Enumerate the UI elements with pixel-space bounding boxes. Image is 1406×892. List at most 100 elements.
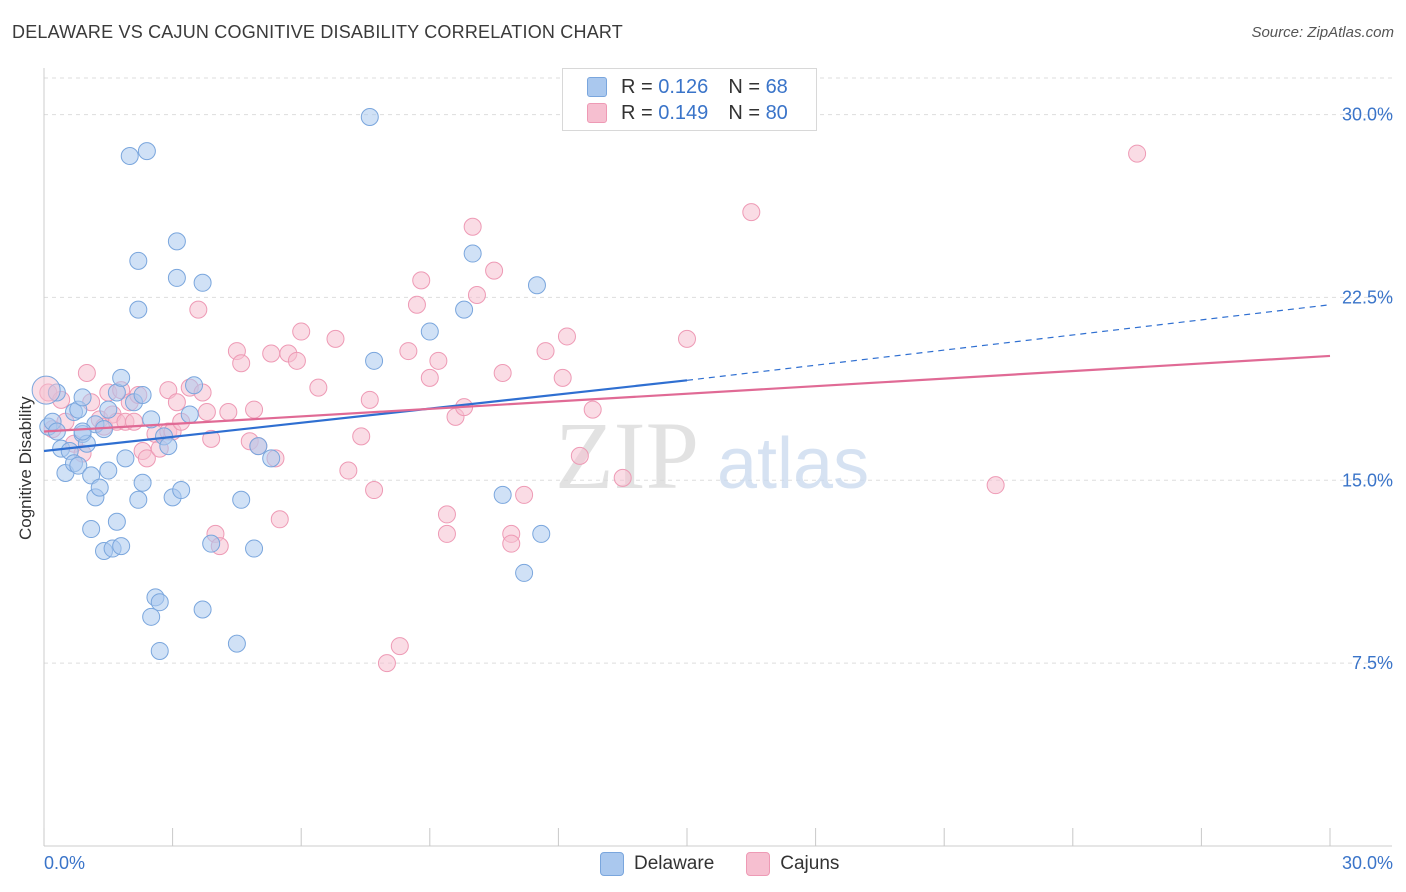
cajuns-point [399, 342, 418, 361]
x-tick-label: 30.0% [1342, 853, 1393, 873]
cajuns-point [437, 524, 456, 543]
delaware-point [142, 410, 161, 429]
cajuns-point [412, 271, 431, 290]
delaware-point [112, 537, 131, 556]
y-tick-label: 22.5% [1342, 287, 1393, 307]
delaware-point [365, 351, 384, 370]
delaware-point [73, 422, 92, 441]
delaware-swatch [587, 77, 607, 97]
cajuns-point [262, 344, 281, 363]
cajuns-point [219, 403, 238, 422]
cajuns-r-value: 0.149 [658, 101, 709, 124]
delaware-point [180, 405, 199, 424]
cajuns-point [77, 364, 96, 383]
cajuns-n-value: 80 [765, 101, 788, 124]
cajuns-point [125, 412, 144, 431]
legend-item-delaware: Delaware [600, 852, 714, 876]
delaware-n-label: N = [728, 75, 760, 98]
cajuns-trend-line [43, 354, 1331, 433]
cajuns-point [352, 427, 371, 446]
cajuns-point [390, 637, 409, 656]
delaware-point [129, 300, 148, 319]
cajuns-point [536, 342, 555, 361]
cajuns-point [515, 485, 534, 504]
delaware-point [69, 456, 88, 475]
cajuns-point [159, 381, 178, 400]
delaware-point [150, 641, 169, 660]
cajuns-point [437, 505, 456, 524]
cajuns-point [360, 390, 379, 409]
source-label: Source: ZipAtlas.com [1251, 24, 1394, 41]
cajuns-point [197, 403, 216, 422]
cajuns-point [463, 217, 482, 236]
delaware-point [150, 593, 169, 612]
delaware-point [137, 142, 156, 161]
delaware-r-value: 0.126 [658, 75, 709, 98]
delaware-point [73, 388, 92, 407]
delaware-point [463, 244, 482, 263]
delaware-point [202, 534, 221, 553]
delaware-point [527, 276, 546, 295]
cajuns-point [377, 654, 396, 673]
correlation-legend: R = 0.126 N = 68 R = 0.149 N = 80 [562, 68, 817, 131]
cajuns-point [678, 329, 696, 348]
delaware-point [142, 607, 161, 626]
cajuns-point [326, 329, 345, 348]
watermark-atlas: atlas [717, 424, 869, 504]
delaware-point [90, 478, 109, 497]
cajuns-point [1128, 144, 1147, 163]
delaware-points [31, 108, 551, 660]
delaware-point [193, 600, 212, 619]
cajuns-points [39, 144, 1147, 673]
cajuns-r-label: R = [621, 101, 653, 124]
cajuns-point [485, 261, 504, 280]
axes [43, 68, 1392, 847]
delaware-point [420, 322, 439, 341]
trend-lines [43, 304, 1331, 453]
delaware-point [129, 490, 148, 509]
legend-row-delaware: R = 0.126 N = 68 [587, 75, 788, 99]
delaware-legend-swatch [600, 852, 624, 876]
cajuns-point [202, 429, 221, 448]
delaware-point [185, 376, 204, 395]
series-legend: Delaware Cajuns [600, 852, 871, 876]
delaware-point [120, 147, 139, 166]
delaware-point [107, 512, 126, 531]
cajuns-point [189, 300, 208, 319]
cajuns-swatch [587, 103, 607, 123]
cajuns-point [583, 400, 602, 419]
tick-labels: 7.5% 15.0% 22.5% 30.0% 0.0% 30.0% [44, 105, 1393, 873]
delaware-point [262, 449, 281, 468]
cajuns-point [309, 378, 328, 397]
legend-row-cajuns: R = 0.149 N = 80 [587, 101, 788, 125]
delaware-point [82, 520, 101, 539]
delaware-trend-extension [686, 304, 1331, 381]
cajuns-legend-swatch [746, 852, 771, 876]
cajuns-point [429, 351, 448, 370]
delaware-point [232, 490, 251, 509]
y-tick-label: 30.0% [1342, 105, 1393, 125]
cajuns-point [292, 322, 311, 341]
cajuns-point [167, 393, 186, 412]
delaware-legend-label: Delaware [634, 853, 715, 874]
delaware-point [360, 108, 379, 127]
delaware-point [112, 368, 131, 387]
delaware-point [172, 481, 191, 500]
cajuns-legend-label: Cajuns [780, 853, 840, 874]
delaware-point [227, 634, 246, 653]
chart-title: DELAWARE VS CAJUN COGNITIVE DISABILITY C… [12, 22, 623, 42]
cajuns-point [339, 461, 358, 480]
cajuns-point [986, 476, 1005, 495]
cajuns-point [365, 481, 384, 500]
cajuns-point [613, 468, 632, 487]
cajuns-n-label: N = [728, 101, 760, 124]
cajuns-point [502, 534, 521, 553]
delaware-point [493, 485, 512, 504]
cajuns-point [570, 446, 589, 465]
delaware-point [167, 232, 186, 251]
delaware-point [455, 300, 474, 319]
delaware-point [193, 273, 212, 292]
delaware-point [133, 473, 152, 492]
delaware-point [99, 461, 118, 480]
